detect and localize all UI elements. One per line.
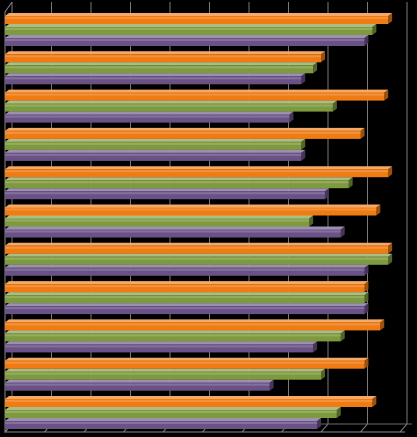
- bar: [5, 242, 393, 254]
- bar: [5, 407, 341, 418]
- bar: [5, 253, 393, 265]
- bar: [5, 127, 365, 139]
- bar: [5, 341, 318, 353]
- bar: [5, 330, 345, 342]
- bar: [5, 111, 294, 123]
- bar: [5, 281, 369, 293]
- bar: [5, 89, 389, 101]
- bar: [5, 51, 325, 63]
- bar: [5, 188, 329, 200]
- bar: [5, 100, 337, 112]
- bar: [5, 379, 274, 391]
- bar: [5, 319, 385, 331]
- bar: [5, 138, 306, 150]
- bar: [5, 166, 393, 178]
- bar: [5, 13, 393, 24]
- gridline: [399, 2, 408, 433]
- bar: [5, 292, 369, 304]
- bar: [5, 396, 377, 407]
- bar: [5, 177, 353, 189]
- bar: [5, 62, 318, 74]
- bar: [5, 215, 314, 227]
- bar: [5, 303, 369, 315]
- bar: [5, 35, 369, 46]
- bar: [5, 24, 377, 35]
- bars: [5, 13, 393, 429]
- bar: [5, 149, 306, 161]
- bar: [5, 357, 369, 369]
- bar: [5, 73, 306, 85]
- bar: [5, 226, 345, 238]
- bar: [5, 264, 369, 276]
- bar: [5, 204, 381, 216]
- bar: [5, 368, 325, 380]
- bar: [5, 418, 322, 429]
